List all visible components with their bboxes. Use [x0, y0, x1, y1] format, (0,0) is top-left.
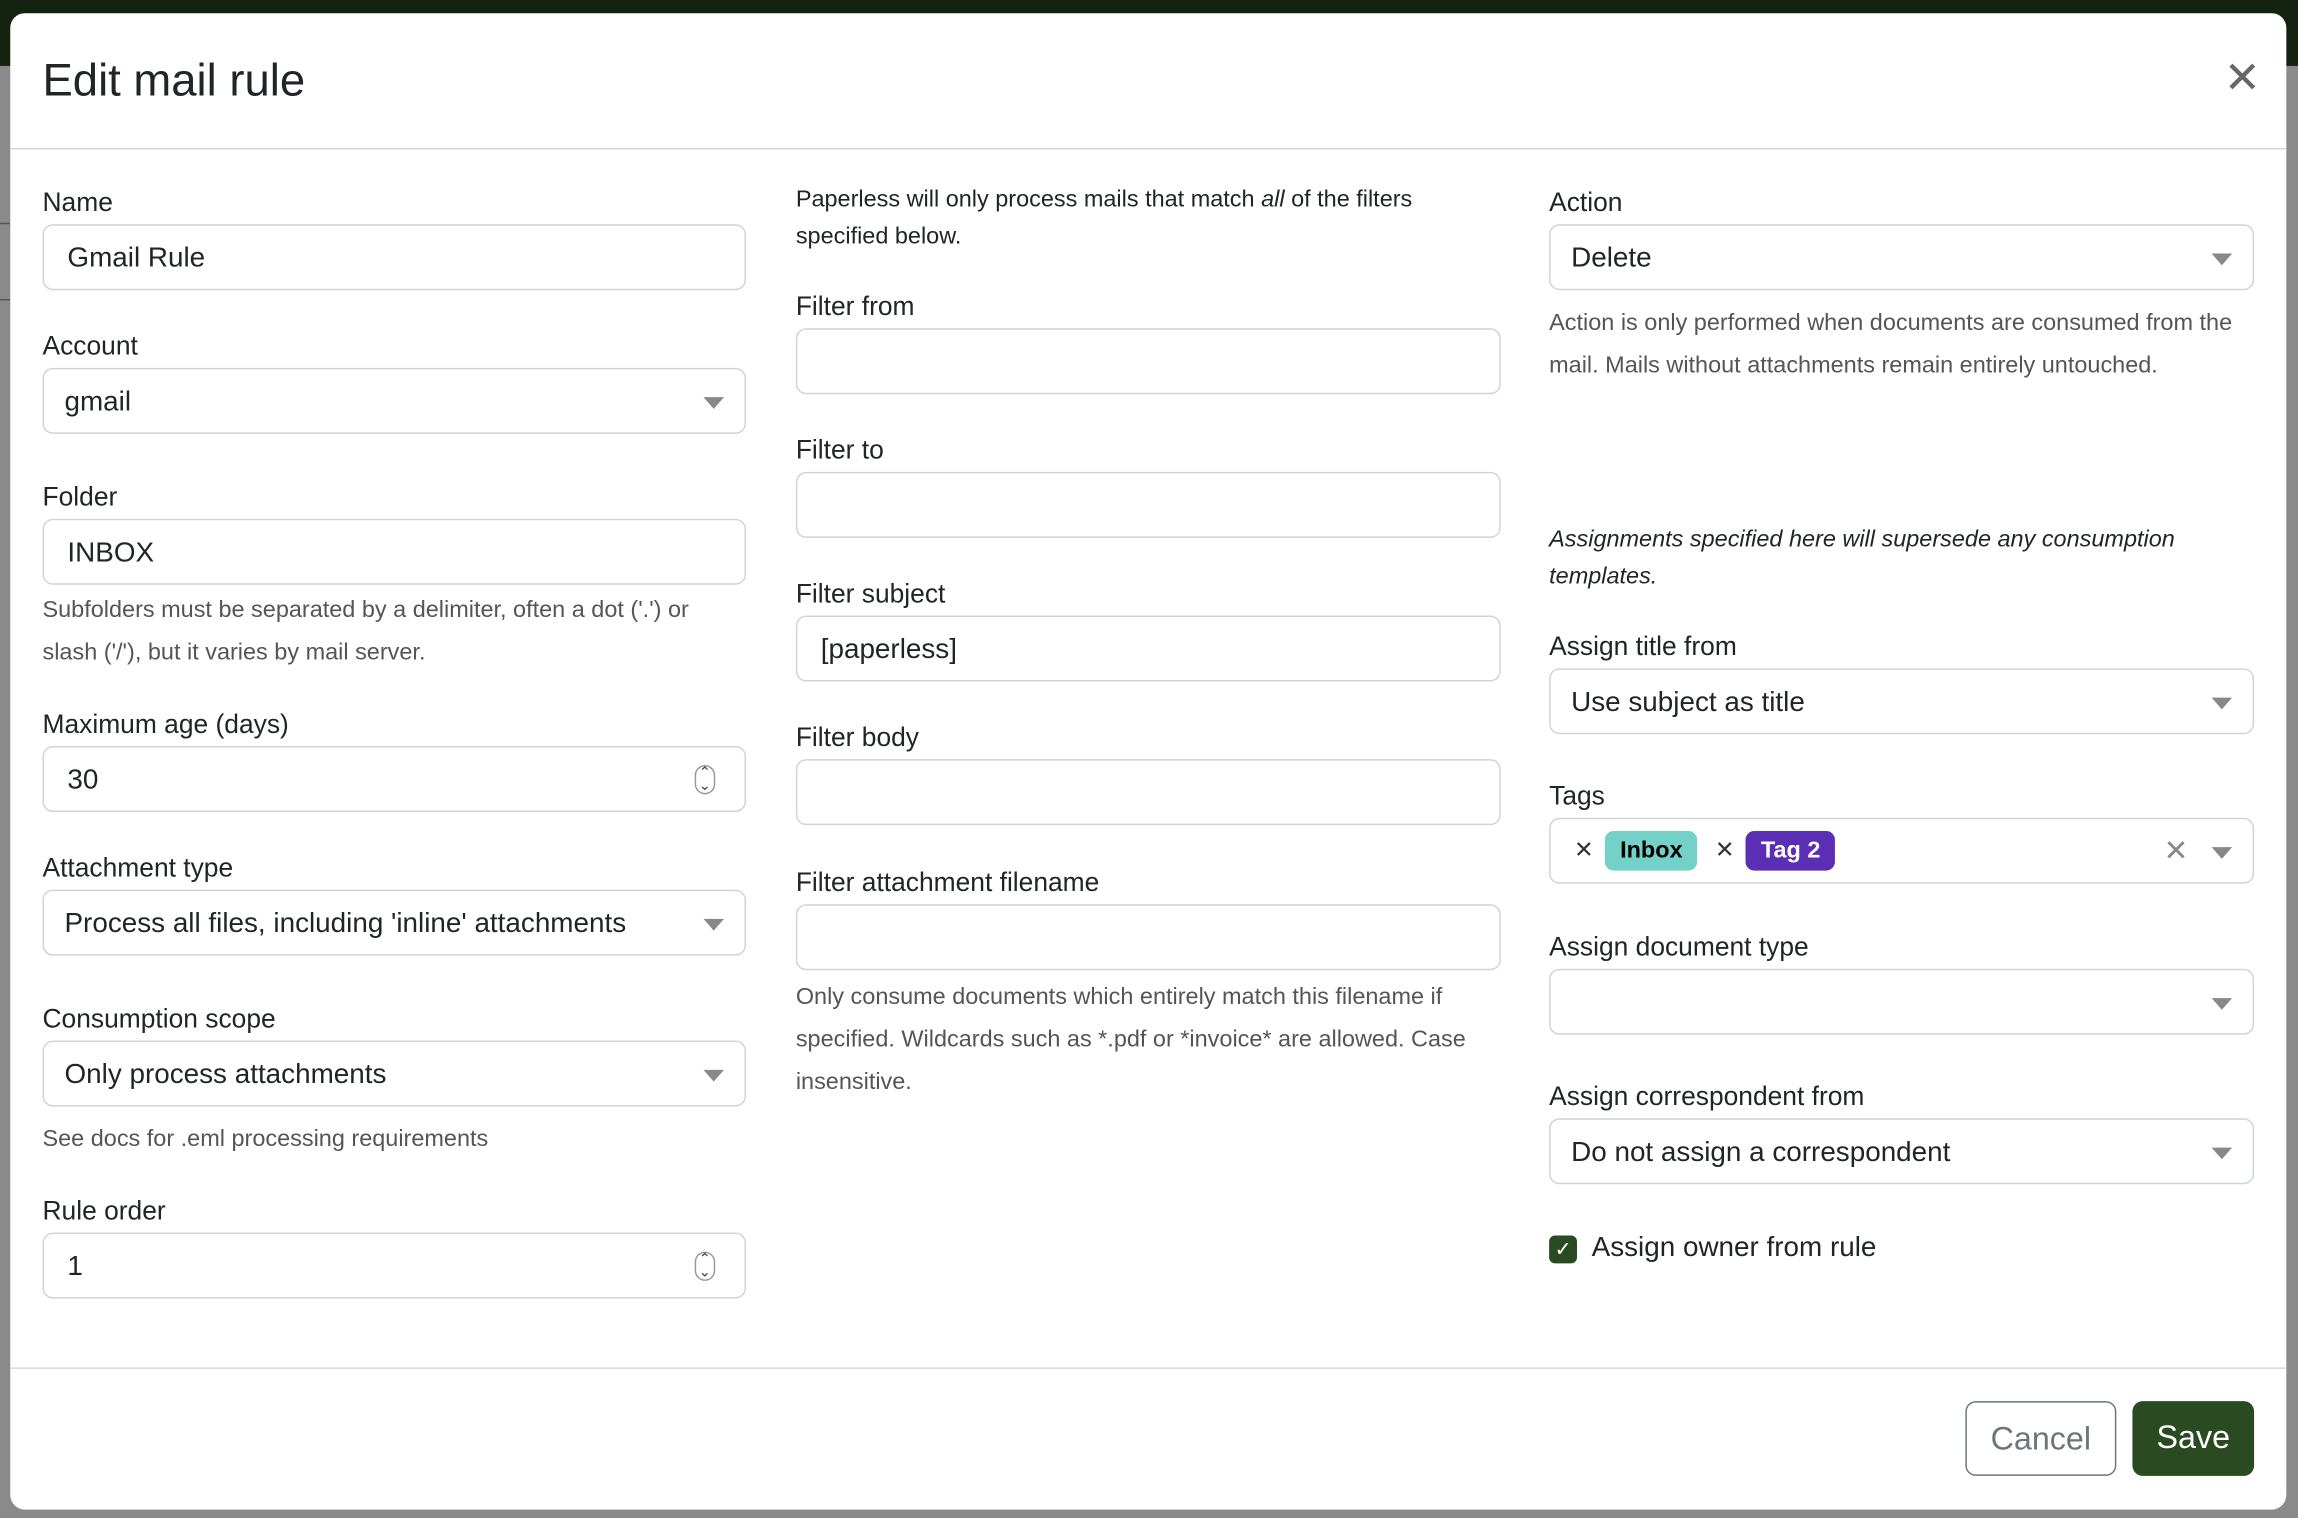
filter-body-label: Filter body — [795, 722, 919, 752]
max-age-value: 30 — [67, 765, 99, 796]
filter-to-input[interactable] — [795, 471, 1501, 538]
consumption-scope-value: Only process attachments — [64, 1059, 387, 1091]
tags-select[interactable]: ✕ Inbox ✕ Tag 2 ✕ — [1549, 817, 2255, 884]
rule-order-input[interactable]: 1 ⌃ ⌄ — [42, 1232, 746, 1299]
remove-tag-icon[interactable]: ✕ — [1714, 838, 1735, 864]
remove-tag-icon[interactable]: ✕ — [1574, 838, 1594, 864]
filter-attachment-input[interactable] — [795, 904, 1501, 971]
stepper-icon[interactable]: ⌃ ⌄ — [694, 765, 716, 795]
assign-title-select[interactable]: Use subject as title — [1549, 668, 2255, 735]
consumption-scope-help: See docs for .eml processing requirement… — [42, 1127, 489, 1152]
assignments-note: Assignments specified here will supersed… — [1549, 527, 2175, 590]
filter-body-input[interactable] — [795, 759, 1501, 826]
rule-order-value: 1 — [67, 1251, 83, 1283]
edit-mail-rule-dialog: Edit mail rule ✕ Name Gmail Rule Account… — [10, 13, 2287, 1510]
dialog-title: Edit mail rule — [42, 54, 306, 106]
filters-intro: Paperless will only process mails that m… — [796, 182, 1499, 255]
chevron-down-icon — [2211, 1147, 2233, 1160]
consumption-scope-label: Consumption scope — [42, 1003, 276, 1034]
background-divider — [0, 298, 11, 301]
chevron-down-icon — [2211, 998, 2233, 1010]
tag-inbox: Inbox — [1605, 830, 1698, 871]
stepper-icon[interactable]: ⌃ ⌄ — [694, 1251, 716, 1281]
correspondent-value: Do not assign a correspondent — [1571, 1137, 1951, 1169]
folder-label: Folder — [42, 482, 118, 512]
chevron-down-icon — [703, 1069, 725, 1082]
checkbox-checked-icon[interactable]: ✓ — [1549, 1234, 1577, 1263]
action-label: Action — [1549, 187, 1623, 217]
action-select[interactable]: Delete — [1549, 224, 2255, 291]
correspondent-label: Assign correspondent from — [1549, 1081, 1865, 1111]
doc-type-label: Assign document type — [1549, 932, 1809, 962]
doc-type-select[interactable] — [1549, 968, 2255, 1035]
intro-text: of the filters specified below. — [795, 187, 1413, 250]
max-age-input[interactable]: 30 ⌃ ⌄ — [42, 745, 746, 812]
chevron-down-icon — [2211, 697, 2233, 710]
intro-text: Paperless will only process mails that m… — [795, 187, 1262, 213]
filter-subject-label: Filter subject — [795, 578, 946, 609]
chevron-down-icon — [703, 397, 725, 409]
cancel-button[interactable]: Cancel — [1965, 1401, 2117, 1476]
footer-divider — [10, 1367, 2287, 1369]
clear-all-icon[interactable]: ✕ — [2163, 835, 2189, 868]
owner-label: Assign owner from rule — [1591, 1232, 1877, 1264]
header-divider — [10, 148, 2287, 150]
attachment-type-value: Process all files, including 'inline' at… — [64, 908, 627, 940]
filter-attachment-help: Only consume documents which entirely ma… — [795, 984, 1466, 1095]
account-value: gmail — [64, 386, 132, 418]
chevron-down-icon — [703, 918, 725, 931]
attachment-type-label: Attachment type — [42, 852, 234, 883]
filter-from-input[interactable] — [795, 328, 1501, 395]
correspondent-select[interactable]: Do not assign a correspondent — [1549, 1118, 2255, 1185]
owner-checkbox-row[interactable]: ✓ Assign owner from rule — [1549, 1233, 1876, 1265]
filter-to-label: Filter to — [795, 435, 884, 465]
folder-input[interactable]: INBOX — [42, 518, 746, 585]
folder-help: Subfolders must be separated by a delimi… — [42, 597, 689, 666]
tags-label: Tags — [1549, 781, 1605, 811]
background-divider — [0, 222, 11, 225]
action-help: Action is only performed when documents … — [1549, 310, 2233, 379]
save-button[interactable]: Save — [2132, 1401, 2255, 1476]
filter-from-label: Filter from — [795, 291, 915, 321]
tag-tag-2: Tag 2 — [1746, 830, 1836, 871]
attachment-type-select[interactable]: Process all files, including 'inline' at… — [42, 889, 746, 956]
chevron-down-icon — [2211, 253, 2233, 266]
rule-order-label: Rule order — [42, 1195, 166, 1226]
name-label: Name — [42, 187, 113, 217]
name-input[interactable]: Gmail Rule — [42, 224, 746, 291]
intro-emphasis: all — [1261, 187, 1285, 213]
assign-title-label: Assign title from — [1549, 631, 1737, 661]
max-age-label: Maximum age (days) — [42, 709, 289, 739]
chevron-down-icon — [2211, 847, 2233, 859]
consumption-scope-select[interactable]: Only process attachments — [42, 1040, 746, 1107]
filter-attachment-label: Filter attachment filename — [795, 867, 1100, 897]
filter-subject-input[interactable]: [paperless] — [795, 615, 1501, 682]
account-select[interactable]: gmail — [42, 367, 746, 434]
assign-title-value: Use subject as title — [1571, 687, 1805, 719]
action-value: Delete — [1571, 243, 1652, 275]
close-icon[interactable]: ✕ — [2223, 54, 2261, 103]
account-label: Account — [42, 331, 138, 361]
